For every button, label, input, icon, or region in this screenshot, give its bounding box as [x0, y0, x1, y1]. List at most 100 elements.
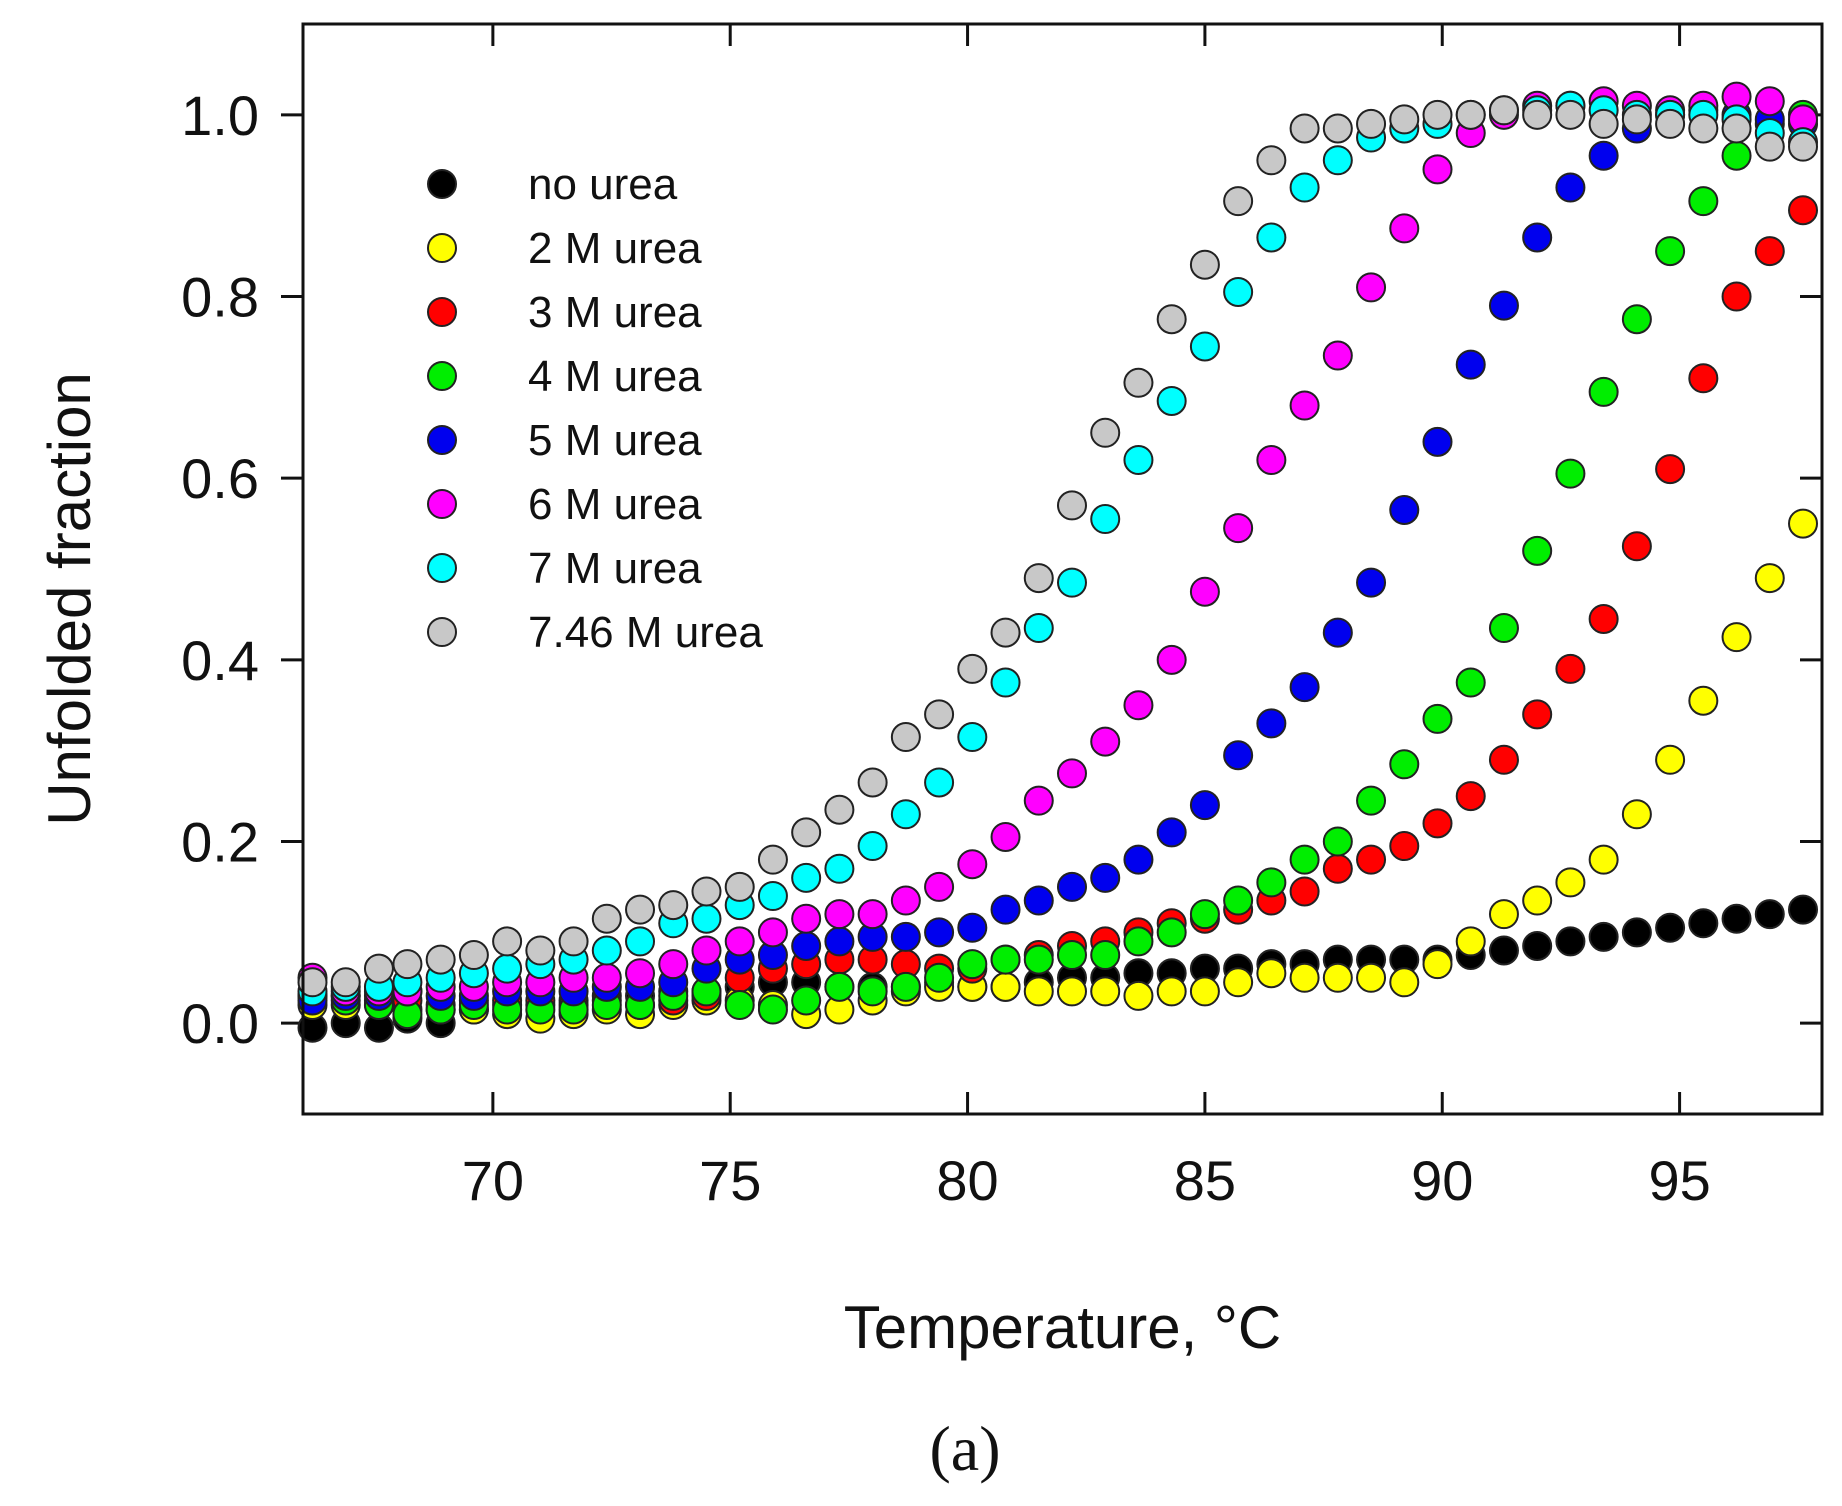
data-point [1223, 740, 1254, 771]
data-point [1422, 949, 1453, 980]
data-point [890, 722, 921, 753]
data-point [757, 994, 788, 1025]
data-point [1056, 758, 1087, 789]
data-point [330, 967, 361, 998]
data-point [857, 976, 888, 1007]
data-point [1522, 99, 1553, 130]
data-point [1621, 104, 1652, 135]
data-point [724, 871, 755, 902]
legend-marker [427, 425, 457, 455]
data-point [1455, 926, 1486, 957]
data-point [1488, 95, 1519, 126]
data-point [558, 926, 589, 957]
data-point [691, 935, 722, 966]
data-point [1322, 145, 1353, 176]
data-point [1555, 926, 1586, 957]
data-point [1588, 140, 1619, 171]
data-point [1488, 290, 1519, 321]
data-point [1056, 490, 1087, 521]
data-point [625, 958, 656, 989]
data-point [924, 917, 955, 948]
data-point [924, 962, 955, 993]
y-tick-label: 0.4 [181, 629, 259, 692]
y-tick-label: 0.6 [181, 447, 259, 510]
data-point [1256, 958, 1287, 989]
data-point [1356, 567, 1387, 598]
data-point [1555, 653, 1586, 684]
data-point [1455, 99, 1486, 130]
data-point [757, 881, 788, 911]
data-point [1322, 617, 1353, 648]
data-point [1156, 976, 1187, 1007]
data-point [957, 722, 988, 753]
data-point [1256, 222, 1287, 253]
data-point [1389, 494, 1420, 525]
data-point [1788, 894, 1819, 925]
data-point [1788, 131, 1819, 162]
y-axis-title: Unfolded fraction [36, 372, 103, 826]
data-point [824, 794, 855, 825]
data-point [492, 926, 523, 957]
data-point [824, 899, 855, 930]
data-point [1422, 808, 1453, 839]
legend-label: 4 M urea [528, 352, 702, 401]
legend-marker [427, 489, 457, 519]
data-point [1721, 903, 1752, 934]
data-point [1189, 331, 1220, 362]
data-point [957, 653, 988, 684]
data-point [1356, 108, 1387, 139]
data-point [857, 767, 888, 798]
legend-marker [427, 617, 457, 647]
data-point [1356, 844, 1387, 875]
data-point [1223, 186, 1254, 217]
data-point [1056, 871, 1087, 902]
data-point [525, 935, 556, 966]
data-point [791, 930, 822, 961]
legend-marker [427, 233, 457, 263]
data-point [1156, 304, 1187, 335]
data-point [1256, 867, 1287, 898]
data-point [1189, 790, 1220, 821]
data-point [1090, 504, 1121, 535]
data-point [1223, 513, 1254, 544]
data-point [297, 967, 328, 998]
data-point [890, 971, 921, 1002]
data-point [791, 903, 822, 934]
data-point [691, 903, 722, 934]
data-point [591, 903, 622, 934]
legend-marker [427, 361, 457, 391]
data-point [990, 971, 1021, 1002]
data-point [492, 953, 523, 984]
data-point [957, 849, 988, 880]
data-point [1256, 145, 1287, 176]
data-point [1356, 272, 1387, 303]
data-point [1688, 186, 1719, 217]
data-point [1389, 749, 1420, 780]
data-point [1721, 113, 1752, 144]
data-point [1788, 508, 1819, 539]
data-point [990, 667, 1021, 698]
data-point [625, 894, 656, 925]
data-point [1688, 113, 1719, 144]
data-point [1422, 703, 1453, 734]
data-point [1754, 563, 1785, 594]
data-point [1588, 921, 1619, 952]
data-point [1189, 899, 1220, 930]
data-point [1721, 622, 1752, 653]
data-point [1688, 908, 1719, 939]
series-7-m-urea [297, 90, 1819, 1007]
data-point [591, 962, 622, 993]
data-point [1123, 844, 1154, 875]
y-tick-label: 0.0 [181, 992, 259, 1055]
legend-label: 6 M urea [528, 480, 702, 529]
data-point [1056, 940, 1087, 971]
data-point [1090, 940, 1121, 971]
data-point [924, 871, 955, 902]
data-point [1488, 899, 1519, 930]
data-point [957, 949, 988, 980]
data-point [1156, 917, 1187, 948]
data-point [1488, 613, 1519, 644]
data-point [990, 894, 1021, 925]
data-point [757, 917, 788, 948]
data-point [1588, 603, 1619, 634]
